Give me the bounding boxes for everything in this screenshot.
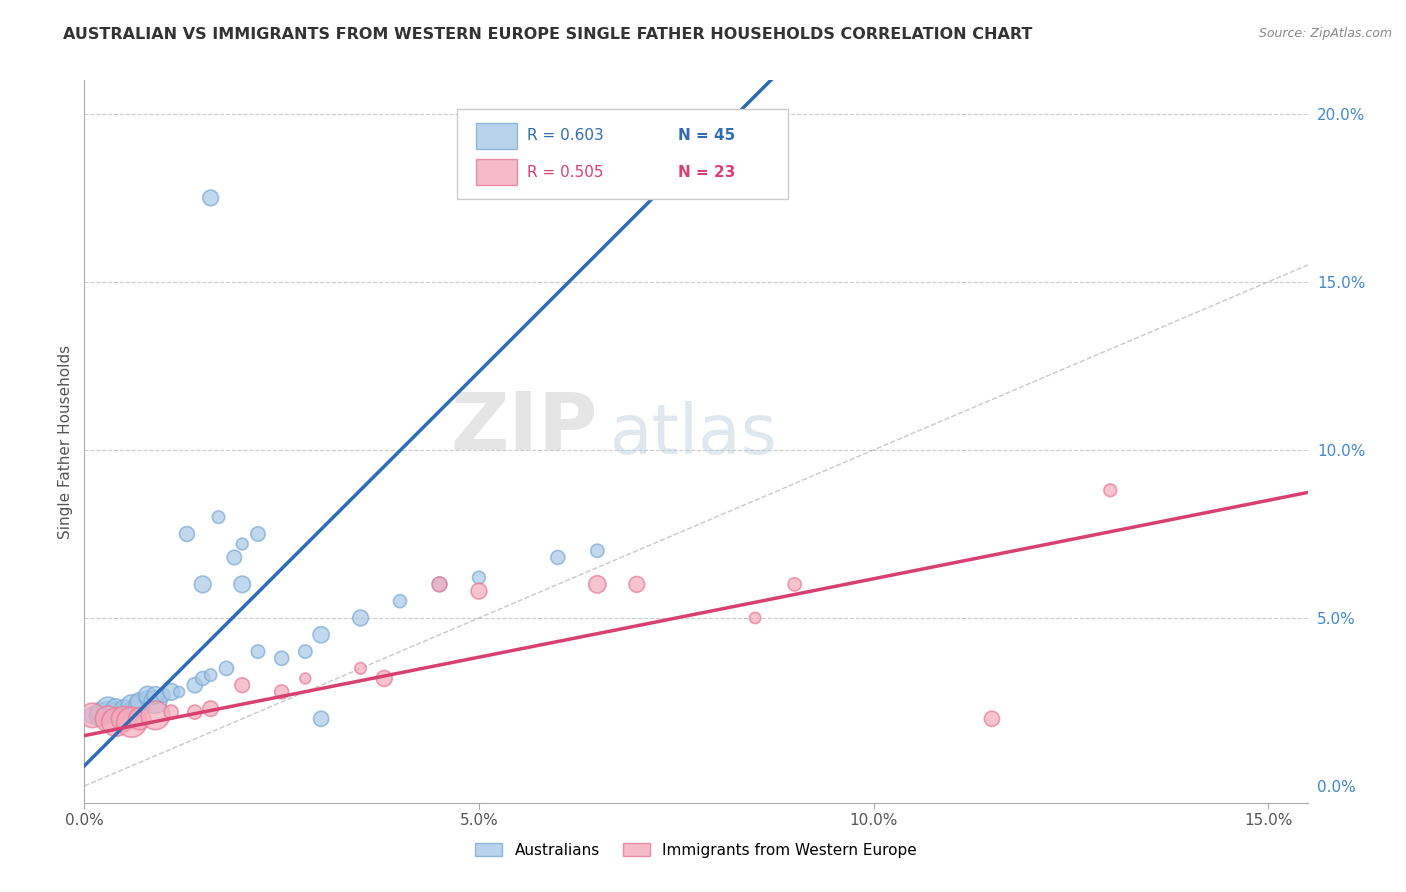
Point bbox=[200, 702, 222, 716]
Y-axis label: Single Father Households: Single Father Households bbox=[58, 344, 73, 539]
Point bbox=[468, 571, 491, 585]
Point bbox=[160, 685, 183, 699]
Point bbox=[309, 628, 332, 642]
Point bbox=[231, 537, 253, 551]
Point bbox=[191, 672, 214, 686]
Text: atlas: atlas bbox=[610, 401, 778, 467]
Point bbox=[309, 712, 332, 726]
Point bbox=[184, 705, 207, 719]
Point bbox=[200, 191, 222, 205]
Text: Source: ZipAtlas.com: Source: ZipAtlas.com bbox=[1258, 27, 1392, 40]
Point bbox=[128, 695, 150, 709]
Point bbox=[145, 688, 167, 702]
Point bbox=[112, 705, 135, 719]
Point bbox=[200, 668, 222, 682]
Point bbox=[783, 577, 806, 591]
Point bbox=[980, 712, 1002, 726]
Point bbox=[224, 550, 246, 565]
Point bbox=[294, 644, 316, 658]
Point bbox=[136, 688, 159, 702]
Point bbox=[89, 705, 111, 719]
FancyBboxPatch shape bbox=[475, 159, 517, 185]
Point bbox=[231, 577, 253, 591]
Text: R = 0.603: R = 0.603 bbox=[527, 128, 605, 144]
Point bbox=[744, 611, 766, 625]
Point bbox=[121, 705, 143, 719]
Point bbox=[112, 712, 135, 726]
Point bbox=[104, 715, 127, 730]
Point bbox=[429, 577, 451, 591]
Point bbox=[586, 543, 609, 558]
Text: ZIP: ZIP bbox=[451, 388, 598, 467]
Point bbox=[373, 672, 395, 686]
Point bbox=[104, 702, 127, 716]
Point bbox=[270, 685, 292, 699]
Point bbox=[586, 577, 609, 591]
Point bbox=[152, 688, 174, 702]
Point bbox=[128, 698, 150, 713]
Point bbox=[349, 611, 371, 625]
Text: N = 45: N = 45 bbox=[678, 128, 735, 144]
Legend: Australians, Immigrants from Western Europe: Australians, Immigrants from Western Eur… bbox=[468, 837, 924, 863]
Point bbox=[97, 702, 120, 716]
Point bbox=[121, 715, 143, 730]
Point bbox=[246, 527, 269, 541]
Point bbox=[215, 661, 238, 675]
Point bbox=[1099, 483, 1122, 498]
Point bbox=[160, 705, 183, 719]
Point bbox=[97, 712, 120, 726]
Point bbox=[176, 527, 198, 541]
Point bbox=[468, 584, 491, 599]
Point bbox=[547, 550, 569, 565]
Point bbox=[121, 698, 143, 713]
Text: AUSTRALIAN VS IMMIGRANTS FROM WESTERN EUROPE SINGLE FATHER HOUSEHOLDS CORRELATIO: AUSTRALIAN VS IMMIGRANTS FROM WESTERN EU… bbox=[63, 27, 1032, 42]
Point bbox=[626, 577, 648, 591]
Point bbox=[294, 672, 316, 686]
Point bbox=[89, 708, 111, 723]
Point bbox=[145, 695, 167, 709]
FancyBboxPatch shape bbox=[475, 123, 517, 149]
Point bbox=[128, 712, 150, 726]
Point bbox=[136, 691, 159, 706]
Point bbox=[191, 577, 214, 591]
Point bbox=[246, 644, 269, 658]
Point bbox=[389, 594, 412, 608]
Point bbox=[349, 661, 371, 675]
Point bbox=[184, 678, 207, 692]
Point bbox=[145, 708, 167, 723]
Text: N = 23: N = 23 bbox=[678, 164, 735, 179]
Point bbox=[104, 705, 127, 719]
Point bbox=[82, 708, 104, 723]
Point bbox=[207, 510, 229, 524]
Point bbox=[167, 685, 190, 699]
Point bbox=[231, 678, 253, 692]
Text: R = 0.505: R = 0.505 bbox=[527, 164, 603, 179]
FancyBboxPatch shape bbox=[457, 109, 787, 200]
Point bbox=[270, 651, 292, 665]
Point bbox=[97, 705, 120, 719]
Point bbox=[82, 708, 104, 723]
Point bbox=[112, 702, 135, 716]
Point bbox=[429, 577, 451, 591]
